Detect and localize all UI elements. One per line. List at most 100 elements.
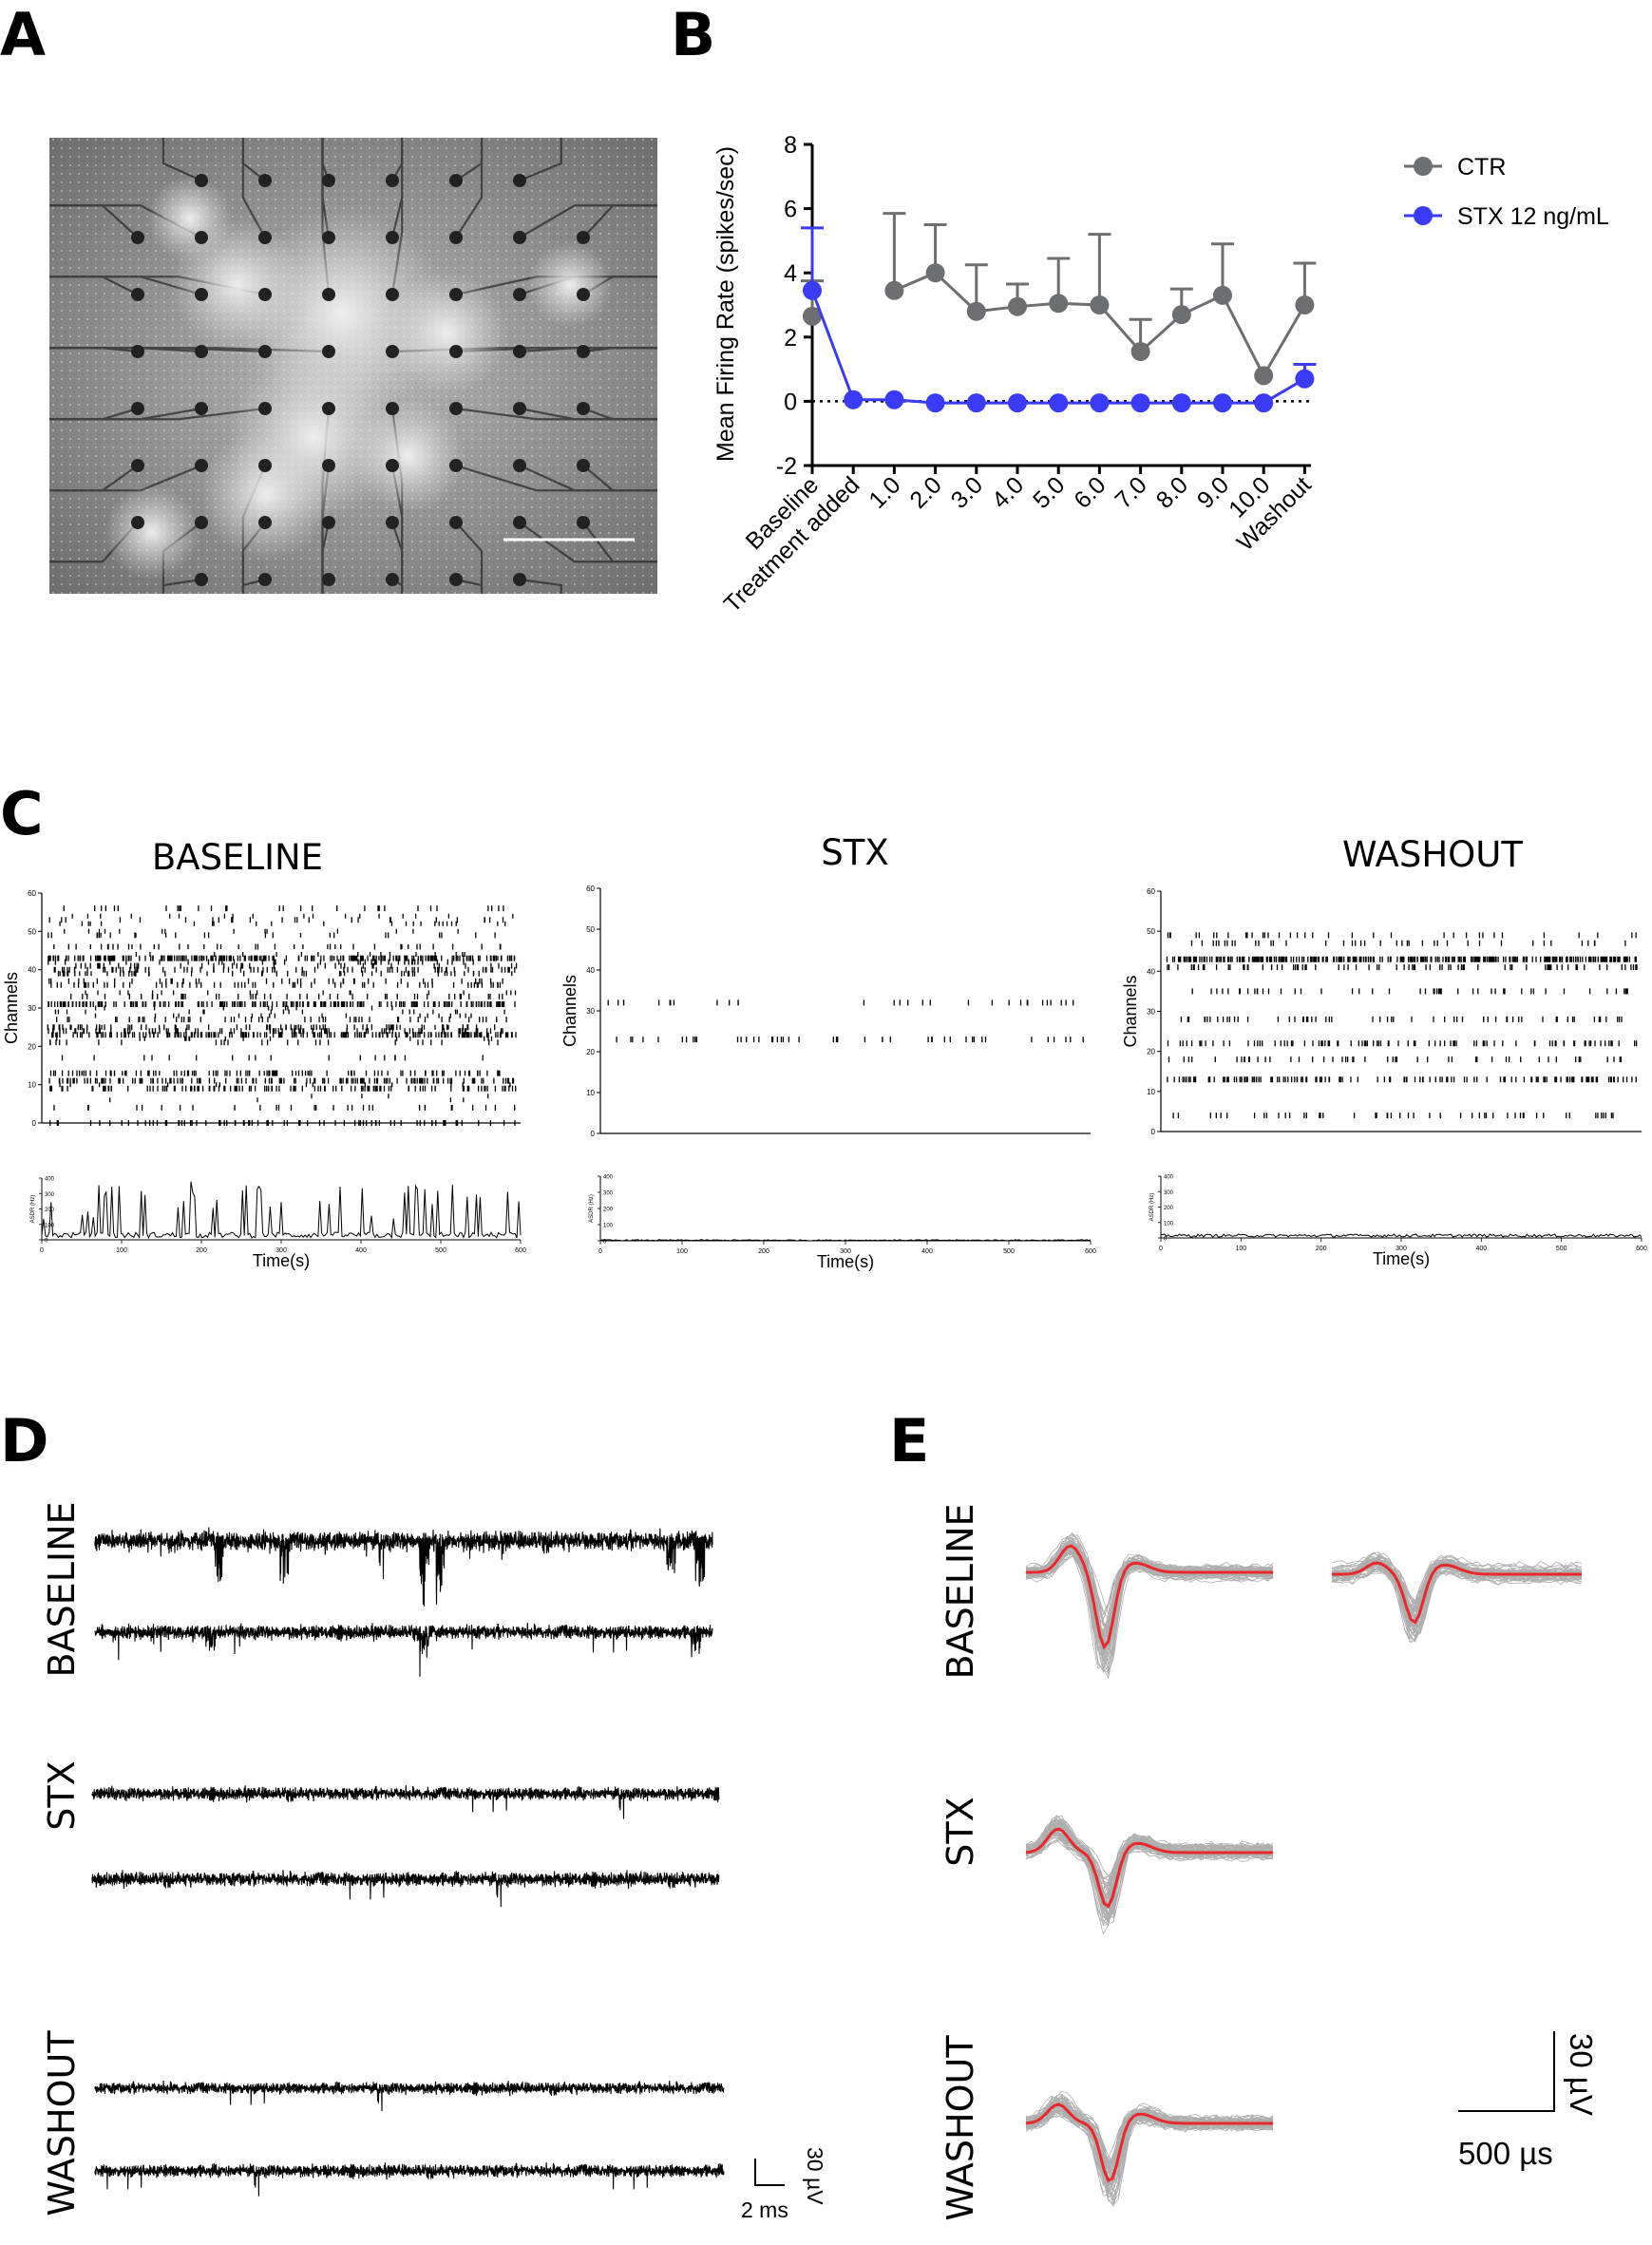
data-point: [884, 280, 904, 300]
rate-xtick-label: 500: [1556, 1246, 1567, 1252]
rate-ylabel: ASDR (Hz): [30, 1195, 36, 1224]
rate-ytick-label: 400: [603, 1175, 614, 1181]
baseline-trace-1: [94, 1527, 713, 1607]
rate-xtick-label: 100: [1235, 1246, 1246, 1252]
raster-ytick-label: 0: [591, 1130, 596, 1138]
raster-ytick-label: 60: [586, 885, 595, 893]
rate-ytick-label: 0: [603, 1240, 607, 1246]
chart-xtick-label: 1.0: [864, 471, 905, 513]
raster-title-stx: STX: [821, 832, 888, 873]
rate-xtick-label: 200: [1316, 1246, 1327, 1252]
rate-ytick-label: 0: [1164, 1237, 1168, 1243]
rate-ytick-label: 100: [603, 1224, 614, 1229]
data-point: [1254, 393, 1274, 413]
raster-stx: 0 10 20 30 40 50 60 Channels 0 100 200 300 400 ASDR (…: [560, 885, 1096, 1271]
chart-xtick-label: 4.0: [987, 471, 1029, 513]
data-point: [1049, 393, 1069, 413]
rate-xlabel: Time(s): [817, 1252, 874, 1271]
raster-spikes: [47, 905, 518, 1126]
rate-xtick-label: 400: [1475, 1246, 1487, 1252]
panel-letter-e: E: [889, 1406, 929, 1475]
raster-title-washout: WASHOUT: [1342, 834, 1523, 875]
data-point: [1171, 305, 1191, 325]
stx-trace-2: [91, 1870, 720, 1908]
rate-xtick-label: 500: [435, 1247, 446, 1254]
stx-waveforms: [1025, 1815, 1274, 1935]
rate-ytick-label: 300: [45, 1192, 55, 1198]
d-row-label-washout: WASHOUT: [41, 2030, 83, 2216]
data-point: [1171, 393, 1191, 413]
mean-waveform: [1332, 1561, 1582, 1625]
e-scale-amp: 30 µV: [1564, 2033, 1599, 2116]
d-scale-amp: 30 µV: [803, 2147, 827, 2205]
data-point: [966, 301, 986, 321]
series-ctr: [801, 212, 1317, 386]
rate-xtick-label: 600: [1636, 1246, 1647, 1252]
data-point: [1295, 369, 1315, 389]
rate-ylabel: ASDR (Hz): [589, 1194, 595, 1223]
raster-spikes: [1166, 932, 1638, 1119]
rate-xtick-label: 0: [1159, 1246, 1163, 1252]
raster-ytick-label: 50: [1147, 927, 1155, 936]
legend-label-ctr: CTR: [1457, 154, 1506, 181]
data-point: [925, 393, 945, 413]
rate-xtick-label: 600: [515, 1247, 526, 1254]
raster-ytick-label: 30: [1147, 1008, 1155, 1017]
e-row-label-stx: STX: [940, 1797, 981, 1866]
data-point: [884, 390, 904, 409]
panel-c: BASELINE STX WASHOUT 0 10 20 30 40 50 60 Channe…: [2, 832, 1647, 1271]
raster-ytick-label: 50: [586, 925, 595, 934]
chart-ytick-label: -2: [776, 453, 797, 480]
data-point: [1213, 285, 1232, 305]
raster-ytick-label: 20: [28, 1042, 36, 1051]
raster-ytick-label: 30: [586, 1007, 595, 1016]
data-point: [1295, 295, 1315, 314]
raster-spikes: [607, 999, 1084, 1043]
data-point: [925, 263, 945, 283]
chart-ylabel: Mean Firing Rate (spikes/sec): [712, 146, 739, 462]
chart-xtick-label: 2.0: [904, 471, 946, 513]
rate-xtick-label: 400: [355, 1247, 367, 1254]
panel-letter-b: B: [671, 0, 715, 69]
data-point: [1254, 366, 1274, 386]
rate-xtick-label: 300: [275, 1247, 287, 1254]
rate-ytick-label: 200: [603, 1208, 614, 1213]
raster-ytick-label: 0: [1151, 1128, 1156, 1136]
baseline-waveforms-2: [1331, 1551, 1583, 1644]
rate-xtick-label: 0: [598, 1248, 602, 1255]
data-point: [803, 280, 822, 300]
data-point: [803, 306, 822, 326]
chart-xtick-label: 8.0: [1151, 471, 1193, 513]
data-point: [1049, 294, 1069, 314]
raster-ytick-label: 10: [586, 1089, 595, 1097]
raster-ytick-label: 40: [586, 966, 595, 975]
raster-ytick-label: 0: [32, 1119, 37, 1128]
raster-ytick-label: 60: [1147, 887, 1155, 896]
rate-xtick-label: 400: [921, 1248, 933, 1255]
rate-ytick-label: 200: [1164, 1206, 1174, 1211]
raster-ytick-label: 60: [28, 889, 36, 898]
rate-xlabel: Time(s): [1373, 1249, 1430, 1268]
legend-marker-ctr: [1414, 157, 1433, 176]
data-point: [1130, 342, 1150, 362]
raster-ylabel: Channels: [560, 975, 579, 1047]
e-scale-time: 500 µs: [1458, 2136, 1553, 2171]
raster-ytick-label: 30: [28, 1004, 36, 1013]
mean-waveform: [1026, 1544, 1273, 1650]
rate-trace: [599, 1239, 1092, 1242]
raster-ylabel: Channels: [1121, 975, 1140, 1047]
rate-xtick-label: 300: [840, 1248, 851, 1255]
chart-xtick-label: 5.0: [1028, 471, 1070, 513]
raster-ylabel: Channels: [2, 972, 21, 1044]
rate-xtick-label: 200: [196, 1247, 207, 1254]
data-point: [1008, 296, 1027, 316]
raster-ytick-label: 20: [1147, 1048, 1155, 1056]
rate-ylabel: ASDR (Hz): [1149, 1193, 1155, 1222]
baseline-trace-2: [94, 1623, 713, 1677]
baseline-waveforms-1: [1025, 1532, 1274, 1680]
data-point: [1090, 393, 1110, 413]
raster-title-baseline: BASELINE: [152, 837, 323, 878]
raster-ytick-label: 50: [28, 927, 36, 936]
panel-d: BASELINE STX WASHOUT 2 ms 30 µV: [41, 1501, 827, 2222]
